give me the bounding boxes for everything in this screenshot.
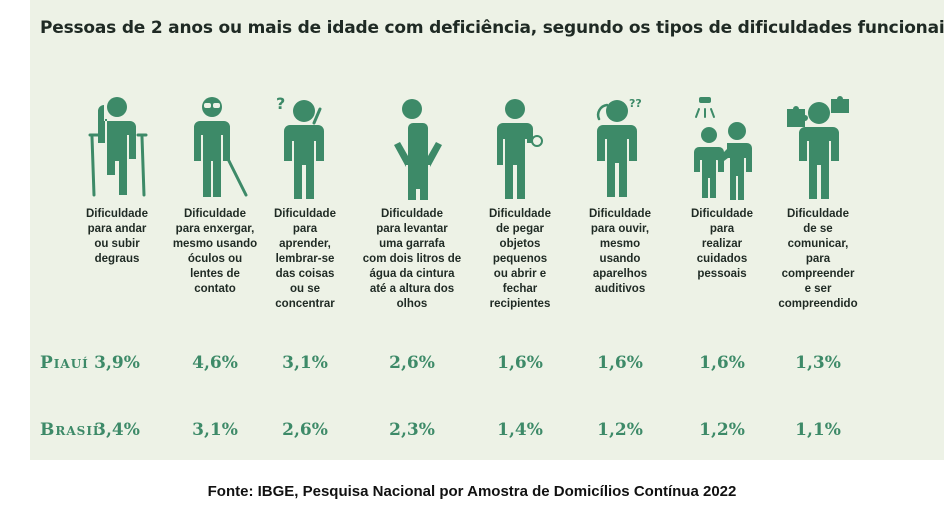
- personal-care-icon: [687, 95, 757, 200]
- category-label-line: fechar: [502, 283, 538, 295]
- category-label-line: degraus: [94, 253, 140, 265]
- value-cell: 1,6%: [597, 353, 643, 373]
- category-label: Dificuldade para ouvir, mesmo usando aparelh…: [564, 207, 676, 297]
- category-label-line: aprender,: [279, 238, 331, 250]
- category-label-line: recipientes: [489, 298, 551, 310]
- value-cell: 1,1%: [795, 420, 841, 440]
- category-label-line: ou abrir e: [493, 268, 547, 280]
- category-label-line: ou se: [289, 283, 321, 295]
- value-cell: 4,6%: [192, 353, 238, 373]
- category-label-line: usando: [599, 253, 641, 265]
- chart-panel: [30, 0, 944, 460]
- category-label: Dificuldade para aprender, lembrar-se das co…: [249, 207, 361, 312]
- category-label-line: para: [805, 253, 831, 265]
- value-cell: 1,2%: [597, 420, 643, 440]
- category-label-line: Dificuldade: [489, 208, 551, 220]
- category-label-line: Dificuldade: [589, 208, 651, 220]
- category-label-line: auditivos: [594, 283, 646, 295]
- category-label: Dificuldade para realizar cuidados pessoais: [666, 207, 778, 282]
- value-cell: 3,1%: [282, 353, 328, 373]
- value-cell: 1,6%: [699, 353, 745, 373]
- category-label-line: lembrar-se: [275, 253, 335, 265]
- category-label-line: água da cintura: [369, 268, 455, 280]
- source-note: Fonte: IBGE, Pesquisa Nacional por Amost…: [207, 483, 737, 500]
- category-label-line: das coisas: [275, 268, 335, 280]
- category-label-line: concentrar: [275, 298, 335, 310]
- category-label-line: para andar: [87, 223, 147, 235]
- category-label-line: uma garrafa: [379, 238, 445, 250]
- value-cell: 3,1%: [192, 420, 238, 440]
- category-label-line: Dificuldade: [691, 208, 753, 220]
- value-cell: 3,9%: [94, 353, 140, 373]
- category-label-line: mesmo usando: [172, 238, 258, 250]
- category-label-line: de se: [803, 223, 833, 235]
- row-label-brasil: Brasil: [40, 420, 103, 440]
- value-cell: 3,4%: [94, 420, 140, 440]
- value-cell: 1,2%: [699, 420, 745, 440]
- category-label-line: compreender: [781, 268, 855, 280]
- value-cell: 2,6%: [389, 353, 435, 373]
- value-cell: 1,3%: [795, 353, 841, 373]
- category-label-line: para ouvir,: [590, 223, 650, 235]
- category-label: Dificuldade para andar ou subir degraus: [61, 207, 173, 267]
- hearing-aid-icon: ??: [585, 95, 655, 200]
- category-label-line: pequenos: [492, 253, 548, 265]
- lifting-arms-icon: [377, 95, 447, 221]
- category-label-line: para enxergar,: [175, 223, 255, 235]
- category-label-line: de pegar: [496, 223, 544, 235]
- category-label-line: comunicar,: [787, 238, 849, 250]
- category-label-line: objetos: [499, 238, 541, 250]
- value-cell: 2,6%: [282, 420, 328, 440]
- category-label-line: compreendido: [778, 298, 858, 310]
- svg-text:?: ?: [276, 95, 285, 113]
- category-label-line: olhos: [396, 298, 428, 310]
- category-label-line: lentes de: [190, 268, 240, 280]
- category-label-line: Dificuldade: [86, 208, 148, 220]
- category-label-line: contato: [194, 283, 236, 295]
- category-label: Dificuldade para levantar uma garrafa com d…: [356, 207, 468, 312]
- category-label-line: Dificuldade: [787, 208, 849, 220]
- value-cell: 2,3%: [389, 420, 435, 440]
- category-label-line: para: [292, 223, 318, 235]
- category-label-line: para: [709, 223, 735, 235]
- category-label: Dificuldade de pegar objetos pequenos ou abr…: [464, 207, 576, 312]
- category-label-line: Dificuldade: [381, 208, 443, 220]
- row-label-piaui: Piauí: [40, 353, 89, 373]
- chart-title: Pessoas de 2 anos ou mais de idade com d…: [40, 18, 944, 38]
- category-label-line: e ser: [804, 283, 832, 295]
- category-label-line: mesmo: [599, 238, 641, 250]
- category-label-line: realizar: [701, 238, 743, 250]
- value-cell: 1,6%: [497, 353, 543, 373]
- category-label: Dificuldade para enxergar, mesmo usando ócu…: [159, 207, 271, 297]
- value-cell: 1,4%: [497, 420, 543, 440]
- category-label-line: pessoais: [697, 268, 747, 280]
- walking-crutches-icon: [82, 95, 152, 200]
- category-label-line: aparelhos: [592, 268, 648, 280]
- category-label-line: Dificuldade: [274, 208, 336, 220]
- svg-text:??: ??: [629, 97, 642, 110]
- confused-learning-icon: ?: [270, 94, 340, 200]
- hand-grip-icon: [485, 95, 555, 200]
- category-label: Dificuldade de se comunicar, para compreende…: [762, 207, 874, 312]
- category-label-line: cuidados: [696, 253, 748, 265]
- blind-cane-icon: [180, 95, 250, 200]
- category-label-line: óculos ou: [187, 253, 243, 265]
- communication-puzzle-icon: [783, 95, 853, 200]
- category-label-line: Dificuldade: [184, 208, 246, 220]
- category-label-line: para levantar: [376, 223, 448, 235]
- category-label-line: ou subir: [94, 238, 140, 250]
- category-label-line: até a altura dos: [369, 283, 455, 295]
- category-label-line: com dois litros de: [362, 253, 462, 265]
